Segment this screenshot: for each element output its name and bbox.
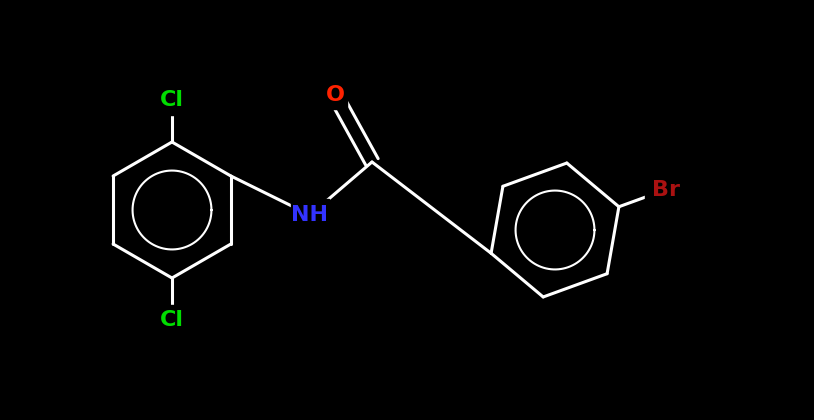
Bar	[645, 175, 687, 205]
Text: O: O	[326, 85, 344, 105]
Bar	[155, 85, 190, 115]
Bar	[322, 81, 348, 109]
Text: NH: NH	[291, 205, 329, 225]
Text: Cl: Cl	[160, 310, 184, 330]
Bar	[291, 199, 329, 231]
Text: Br: Br	[652, 180, 680, 200]
Bar	[155, 305, 190, 335]
Text: Cl: Cl	[160, 90, 184, 110]
